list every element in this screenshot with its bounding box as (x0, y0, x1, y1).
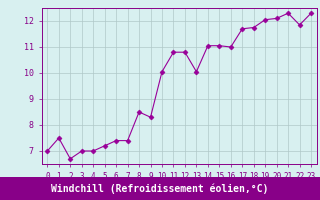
Text: Windchill (Refroidissement éolien,°C): Windchill (Refroidissement éolien,°C) (51, 183, 269, 194)
